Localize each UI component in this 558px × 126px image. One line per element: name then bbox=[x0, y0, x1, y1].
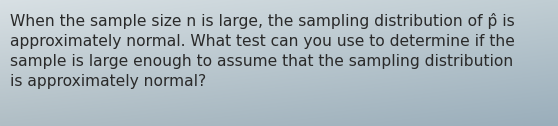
Text: When the sample size n is large, the sampling distribution of p̂ is
approximatel: When the sample size n is large, the sam… bbox=[10, 13, 515, 89]
